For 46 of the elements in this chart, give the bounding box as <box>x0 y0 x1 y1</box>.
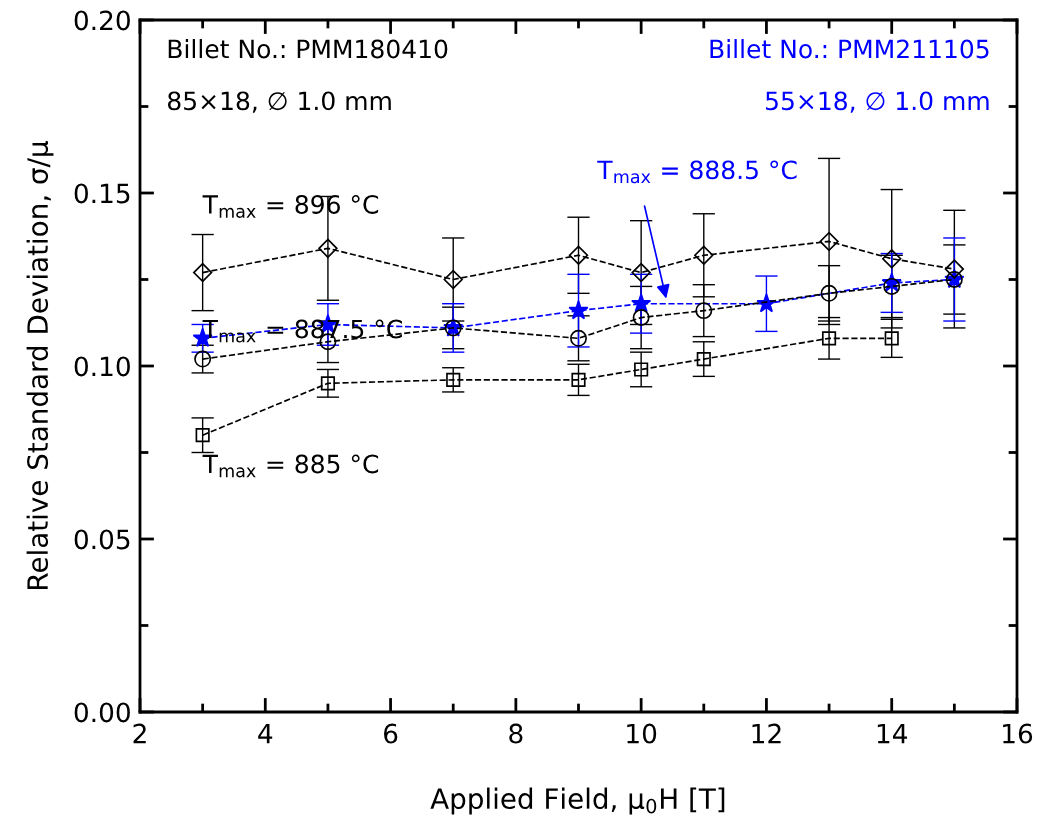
point <box>570 329 587 347</box>
y-tick-label: 0.20 <box>74 10 130 31</box>
point <box>696 351 711 367</box>
y-tick-label: 0.10 <box>74 356 130 377</box>
y-tick-label: 0.00 <box>74 702 130 723</box>
point <box>631 262 651 283</box>
x-tick-label: 10 <box>627 723 657 744</box>
point <box>446 372 461 387</box>
point <box>882 249 902 269</box>
point <box>694 245 714 265</box>
point <box>192 262 213 283</box>
point <box>194 350 212 368</box>
y-axis-title: Relative Standard Deviation, σ/μ <box>26 141 54 589</box>
x-tick-label: 14 <box>877 723 908 744</box>
x-tick-label: 4 <box>258 723 273 744</box>
point <box>821 331 837 346</box>
point <box>568 300 589 320</box>
point <box>820 284 838 302</box>
annotation: 85×18, ∅ 1.0 mm <box>168 91 391 113</box>
x-tick-label: 16 <box>1003 723 1033 744</box>
y-tick-label: 0.05 <box>74 529 130 550</box>
x-tick-label: 12 <box>752 723 781 744</box>
point <box>632 309 650 327</box>
series-label: T$_{max}$ = 885 °C <box>202 454 379 478</box>
point <box>695 302 713 320</box>
point <box>883 277 901 295</box>
point <box>884 331 899 346</box>
point <box>195 428 210 443</box>
point <box>443 269 463 290</box>
point <box>320 376 336 391</box>
x-tick-label: 2 <box>133 723 146 744</box>
point <box>631 293 652 313</box>
point <box>819 231 839 252</box>
x-axis-title: Applied Field, μ$_{0}$H [T] <box>430 787 725 815</box>
point <box>634 362 649 377</box>
point <box>571 372 586 387</box>
annotation: 55×18, ∅ 1.0 mm <box>766 91 989 113</box>
y-tick-label: 0.15 <box>74 183 130 204</box>
annotation: Billet No.: PMM211105 <box>710 39 989 59</box>
x-tick-label: 8 <box>509 723 523 744</box>
x-tick-label: 6 <box>384 723 398 744</box>
annotation: Billet No.: PMM180410 <box>168 39 448 59</box>
point <box>318 238 338 259</box>
point <box>944 259 965 279</box>
point <box>568 245 589 265</box>
text: T$_{max}$ = 888.5 °C <box>597 160 797 184</box>
